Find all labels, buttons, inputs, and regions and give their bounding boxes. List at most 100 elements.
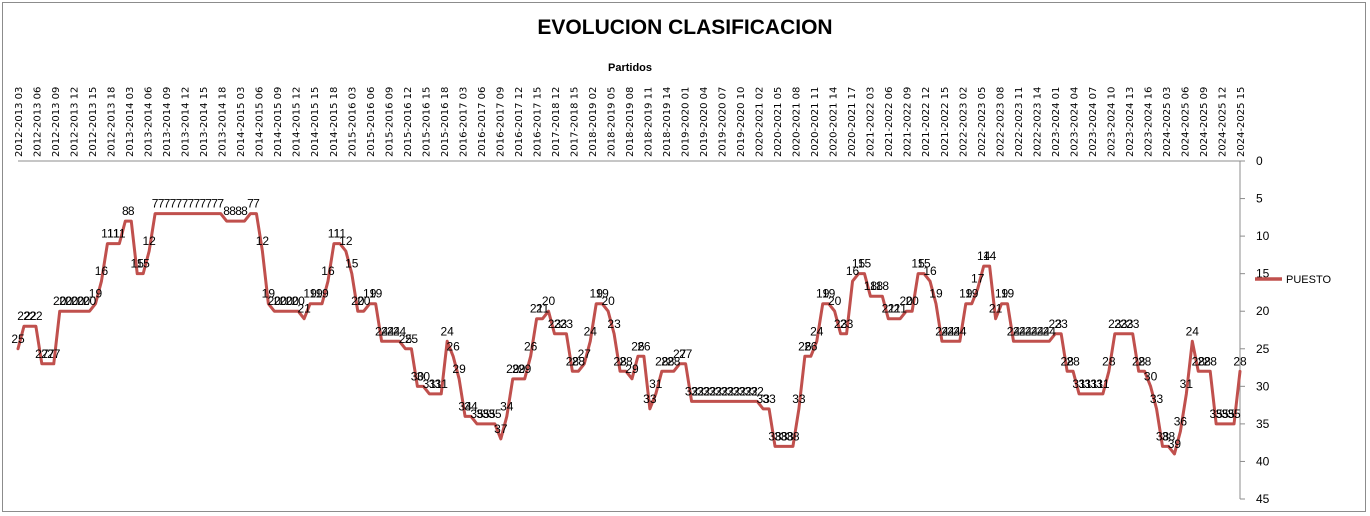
data-label: 31 (429, 377, 443, 391)
data-label: 20 (542, 294, 556, 308)
x-tick-label: 2021-2022 09 (903, 87, 914, 157)
data-label: 28 (566, 354, 580, 368)
data-label: 7 (211, 197, 218, 211)
x-tick-label: 2015-2016 03 (347, 87, 358, 157)
data-label: 32 (709, 384, 723, 398)
data-label: 19 (596, 287, 610, 301)
data-label: 26 (524, 339, 538, 353)
series-line (16, 212, 1242, 456)
data-label: 24 (1031, 324, 1045, 338)
data-label: 31 (423, 377, 437, 391)
x-tick-label: 2022-2023 02 (958, 87, 969, 157)
data-label: 8 (235, 204, 242, 218)
x-tick-label: 2023-2024 10 (1106, 87, 1117, 157)
data-label: 24 (1037, 324, 1051, 338)
y-tick-label: 20 (1256, 304, 1270, 318)
x-axis-label: Partidos (608, 62, 652, 74)
x-tick-label: 2022-2023 14 (1032, 87, 1043, 157)
data-label: 39 (1168, 437, 1182, 451)
data-label: 7 (199, 197, 206, 211)
data-label: 16 (321, 264, 335, 278)
data-label: 23 (1120, 317, 1134, 331)
data-label: 15 (858, 257, 872, 271)
data-label: 28 (1138, 354, 1152, 368)
data-label: 18 (870, 279, 884, 293)
data-label: 24 (387, 324, 401, 338)
x-tick-label: 2018-2019 11 (644, 87, 655, 157)
data-label: 7 (205, 197, 212, 211)
data-label: 32 (745, 384, 759, 398)
data-label: 26 (804, 339, 818, 353)
x-tick-label: 2012-2013 15 (88, 87, 99, 157)
x-tick-label: 2012-2013 18 (107, 87, 118, 157)
data-label: 28 (1066, 354, 1080, 368)
x-tick-label: 2013-2014 06 (144, 87, 155, 157)
x-tick-label: 2015-2016 18 (440, 87, 451, 157)
x-tick-label: 2016-2017 09 (495, 87, 506, 157)
data-label: 20 (280, 294, 294, 308)
data-label: 20 (828, 294, 842, 308)
data-label: 11 (334, 227, 347, 241)
y-tick-label: 40 (1256, 454, 1270, 468)
data-label: 19 (959, 287, 973, 301)
data-label: 24 (935, 324, 949, 338)
data-label: 31 (649, 377, 663, 391)
x-tick-label: 2012-2013 12 (70, 87, 81, 157)
data-label: 37 (494, 422, 508, 436)
data-label: 26 (637, 339, 651, 353)
x-tick-label: 2018-2019 14 (662, 87, 673, 157)
x-tick-label: 2023-2024 07 (1088, 87, 1099, 157)
data-label: 34 (500, 399, 514, 413)
data-label: 23 (1049, 317, 1063, 331)
x-tick-label: 2012-2013 03 (14, 87, 25, 157)
x-tick-label: 2021-2022 03 (866, 87, 877, 157)
data-label: 38 (768, 429, 782, 443)
x-tick-label: 2022-2023 11 (1014, 87, 1025, 157)
data-label: 8 (223, 204, 230, 218)
data-label: 38 (1156, 429, 1170, 443)
x-tick-label: 2017-2018 12 (551, 87, 562, 157)
x-tick-label: 2015-2016 12 (403, 87, 414, 157)
data-label: 29 (625, 362, 639, 376)
data-label: 7 (164, 197, 171, 211)
y-tick-label: 35 (1256, 417, 1270, 431)
x-tick-label: 2016-2017 03 (458, 87, 469, 157)
data-label: 28 (1060, 354, 1074, 368)
data-label: 27 (679, 347, 693, 361)
data-label: 31 (1078, 377, 1092, 391)
data-label: 29 (512, 362, 526, 376)
data-label: 20 (77, 294, 91, 308)
x-tick-label: 2019-2020 01 (681, 87, 692, 157)
series-puesto (16, 212, 1242, 456)
data-label: 35 (476, 407, 490, 421)
x-tick-label: 2013-2014 03 (125, 87, 136, 157)
data-label: 28 (1192, 354, 1206, 368)
data-label: 26 (446, 339, 460, 353)
data-label: 35 (1215, 407, 1229, 421)
data-label: 21 (894, 302, 908, 316)
data-label: 20 (83, 294, 97, 308)
x-tick-label: 2023-2024 04 (1069, 87, 1080, 157)
data-label: 27 (47, 347, 61, 361)
data-label: 24 (1043, 324, 1057, 338)
data-label: 30 (417, 369, 431, 383)
x-tick-label: 2024-2025 09 (1199, 87, 1210, 157)
x-tick-label: 2023-2024 01 (1051, 87, 1062, 157)
data-label: 20 (286, 294, 300, 308)
data-label: 7 (247, 197, 254, 211)
data-label: 28 (1233, 354, 1247, 368)
x-tick-label: 2015-2016 09 (384, 87, 395, 157)
data-label: 11 (101, 227, 114, 241)
data-label: 24 (584, 324, 598, 338)
x-tick-label: 2020-2021 17 (847, 87, 858, 157)
x-tick-label: 2020-2021 08 (792, 87, 803, 157)
data-label: 20 (351, 294, 365, 308)
data-label: 19 (822, 287, 836, 301)
data-label: 15 (917, 257, 931, 271)
data-label: 7 (188, 197, 195, 211)
data-label: 19 (315, 287, 329, 301)
data-label: 20 (905, 294, 919, 308)
data-label: 32 (733, 384, 747, 398)
data-label: 28 (661, 354, 675, 368)
